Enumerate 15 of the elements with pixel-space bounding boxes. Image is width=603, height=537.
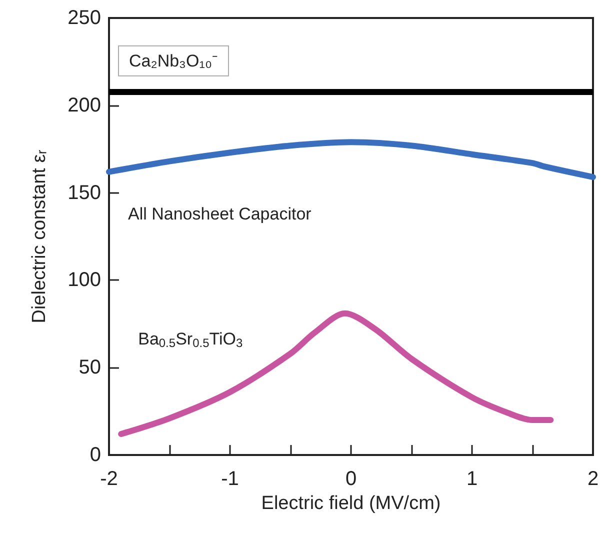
x-tick-label: 1 [466, 468, 478, 490]
x-tick-label: 2 [587, 468, 599, 490]
y-tick-label: 250 [68, 7, 101, 29]
y-tick-label: 150 [68, 182, 101, 204]
ref-line-label: Ca₂Nb₃O₁₀⁻ [129, 51, 218, 70]
text: All Nanosheet Capacitor [128, 204, 312, 224]
x-axis-title: Electric field (MV/cm) [261, 492, 441, 514]
y-tick-label: 50 [78, 356, 101, 379]
x-tick-label: -1 [221, 468, 239, 490]
y-tick-label: 100 [68, 269, 101, 292]
y-tick-label: 200 [68, 94, 101, 116]
x-tick-label: 0 [345, 468, 357, 490]
y-tick-label: 0 [90, 444, 101, 466]
y-axis-title: Dielectric constant εᵣ [29, 149, 50, 324]
x-tick-label: -2 [100, 468, 118, 490]
